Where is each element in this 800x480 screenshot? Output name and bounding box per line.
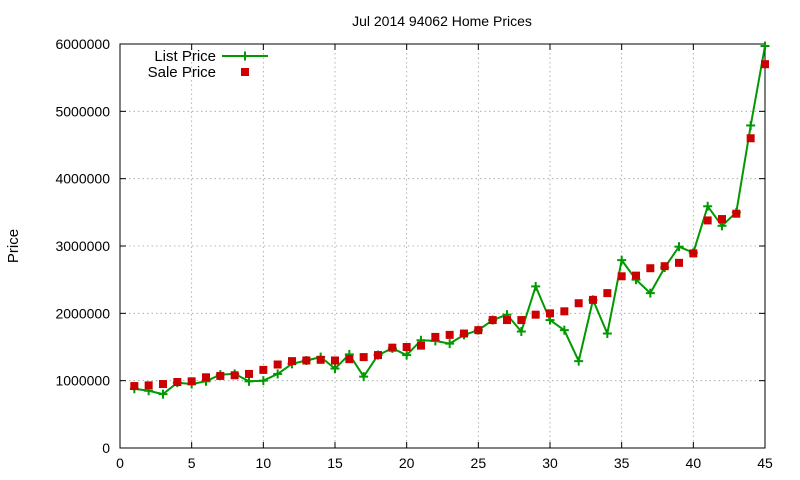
list-price-point: [330, 364, 340, 374]
y-tick-label: 6000000: [55, 36, 110, 52]
sale-price-point: [460, 329, 468, 338]
sale-price-point: [245, 369, 253, 378]
legend-label-sale-price: Sale Price: [148, 64, 216, 81]
axis-ticks: 0 1000000 2000000 3000000 4000000 5000000 6000…: [55, 36, 773, 471]
sale-price-point: [503, 316, 511, 325]
sale-price-point: [202, 373, 210, 382]
y-tick-label: 3000000: [55, 238, 110, 254]
list-price-point: [602, 329, 612, 339]
sale-price-point: [302, 356, 311, 365]
list-price-point: [244, 376, 254, 386]
sale-price-point: [345, 355, 354, 364]
sale-price-point: [574, 299, 583, 308]
sale-price-point: [144, 381, 153, 390]
list-price-point: [359, 372, 369, 382]
sale-price-point: [230, 371, 239, 380]
x-tick-label: 45: [757, 455, 773, 471]
series-layer: [129, 41, 770, 399]
sale-price-point: [417, 341, 425, 350]
legend: List Price Sale Price: [148, 48, 268, 81]
list-price-point: [617, 255, 627, 265]
sale-price-point: [431, 332, 440, 341]
legend-swatch-sale-price: [241, 68, 249, 76]
y-tick-label: 5000000: [55, 103, 110, 119]
y-tick-label: 1000000: [55, 373, 110, 389]
sale-price-point: [173, 378, 182, 387]
list-price-point: [674, 242, 684, 252]
sale-price-point: [359, 353, 368, 362]
list-price-point: [445, 339, 455, 349]
y-tick-label: 0: [102, 440, 110, 456]
x-tick-label: 0: [116, 455, 124, 471]
sale-price-point: [660, 262, 669, 271]
list-price-point: [402, 350, 412, 360]
sale-price-point: [259, 365, 268, 374]
sale-price-point: [761, 60, 769, 69]
sale-price-point: [316, 355, 325, 364]
sale-price-point: [187, 377, 196, 386]
sale-price-point: [646, 264, 655, 273]
sale-price-point: [331, 356, 339, 365]
y-tick-label: 2000000: [55, 305, 110, 321]
sale-price-point: [718, 215, 726, 224]
sale-price-point: [675, 258, 683, 267]
x-tick-label: 10: [256, 455, 272, 471]
sale-price-point: [546, 309, 554, 318]
sale-price-point: [374, 351, 382, 360]
sale-price-point: [560, 307, 569, 316]
sale-price-point: [617, 272, 626, 281]
sale-price-point: [288, 357, 296, 366]
x-tick-label: 25: [471, 455, 487, 471]
sale-price-point: [216, 371, 225, 380]
y-tick-label: 4000000: [55, 171, 110, 187]
x-tick-label: 30: [542, 455, 558, 471]
sale-price-point: [517, 316, 526, 325]
sale-price-point: [159, 380, 167, 389]
sale-price-point: [445, 330, 454, 339]
sale-price-point: [488, 316, 497, 325]
y-axis-label: Price: [5, 229, 22, 263]
list-price-point: [746, 120, 756, 130]
chart-title: Jul 2014 94062 Home Prices: [352, 13, 532, 29]
gridlines: [120, 44, 765, 448]
sale-price-point: [130, 382, 139, 391]
list-price-point: [531, 281, 541, 291]
sale-price-point: [746, 134, 755, 143]
list-price-point: [273, 369, 283, 379]
sale-price-point: [703, 216, 712, 225]
list-price-point: [760, 41, 770, 51]
sale-price-point: [603, 289, 612, 298]
sale-price-point: [474, 326, 483, 335]
list-price-point: [258, 376, 268, 386]
sale-price-point: [632, 271, 640, 280]
sale-price-point: [402, 343, 411, 351]
x-tick-label: 35: [614, 455, 630, 471]
sale-price-point: [732, 209, 741, 218]
sale-price-point: [531, 310, 540, 319]
sale-price-point: [589, 295, 597, 304]
list-price-point: [516, 327, 526, 337]
sale-price-point: [689, 249, 698, 258]
x-tick-label: 15: [327, 455, 343, 471]
list-price-point: [158, 389, 168, 399]
list-price-point: [574, 356, 584, 366]
x-tick-label: 20: [399, 455, 415, 471]
x-tick-label: 5: [188, 455, 196, 471]
list-price-point: [559, 325, 569, 335]
sale-price-point: [273, 360, 282, 369]
sale-price-point: [388, 343, 397, 352]
list-price-point: [645, 288, 655, 298]
plot-frame: [119, 43, 766, 449]
x-tick-label: 40: [686, 455, 702, 471]
list-price-point: [703, 201, 713, 211]
legend-label-list-price: List Price: [154, 48, 216, 65]
